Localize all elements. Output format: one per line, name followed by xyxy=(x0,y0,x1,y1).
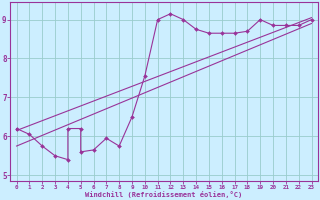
X-axis label: Windchill (Refroidissement éolien,°C): Windchill (Refroidissement éolien,°C) xyxy=(85,191,243,198)
